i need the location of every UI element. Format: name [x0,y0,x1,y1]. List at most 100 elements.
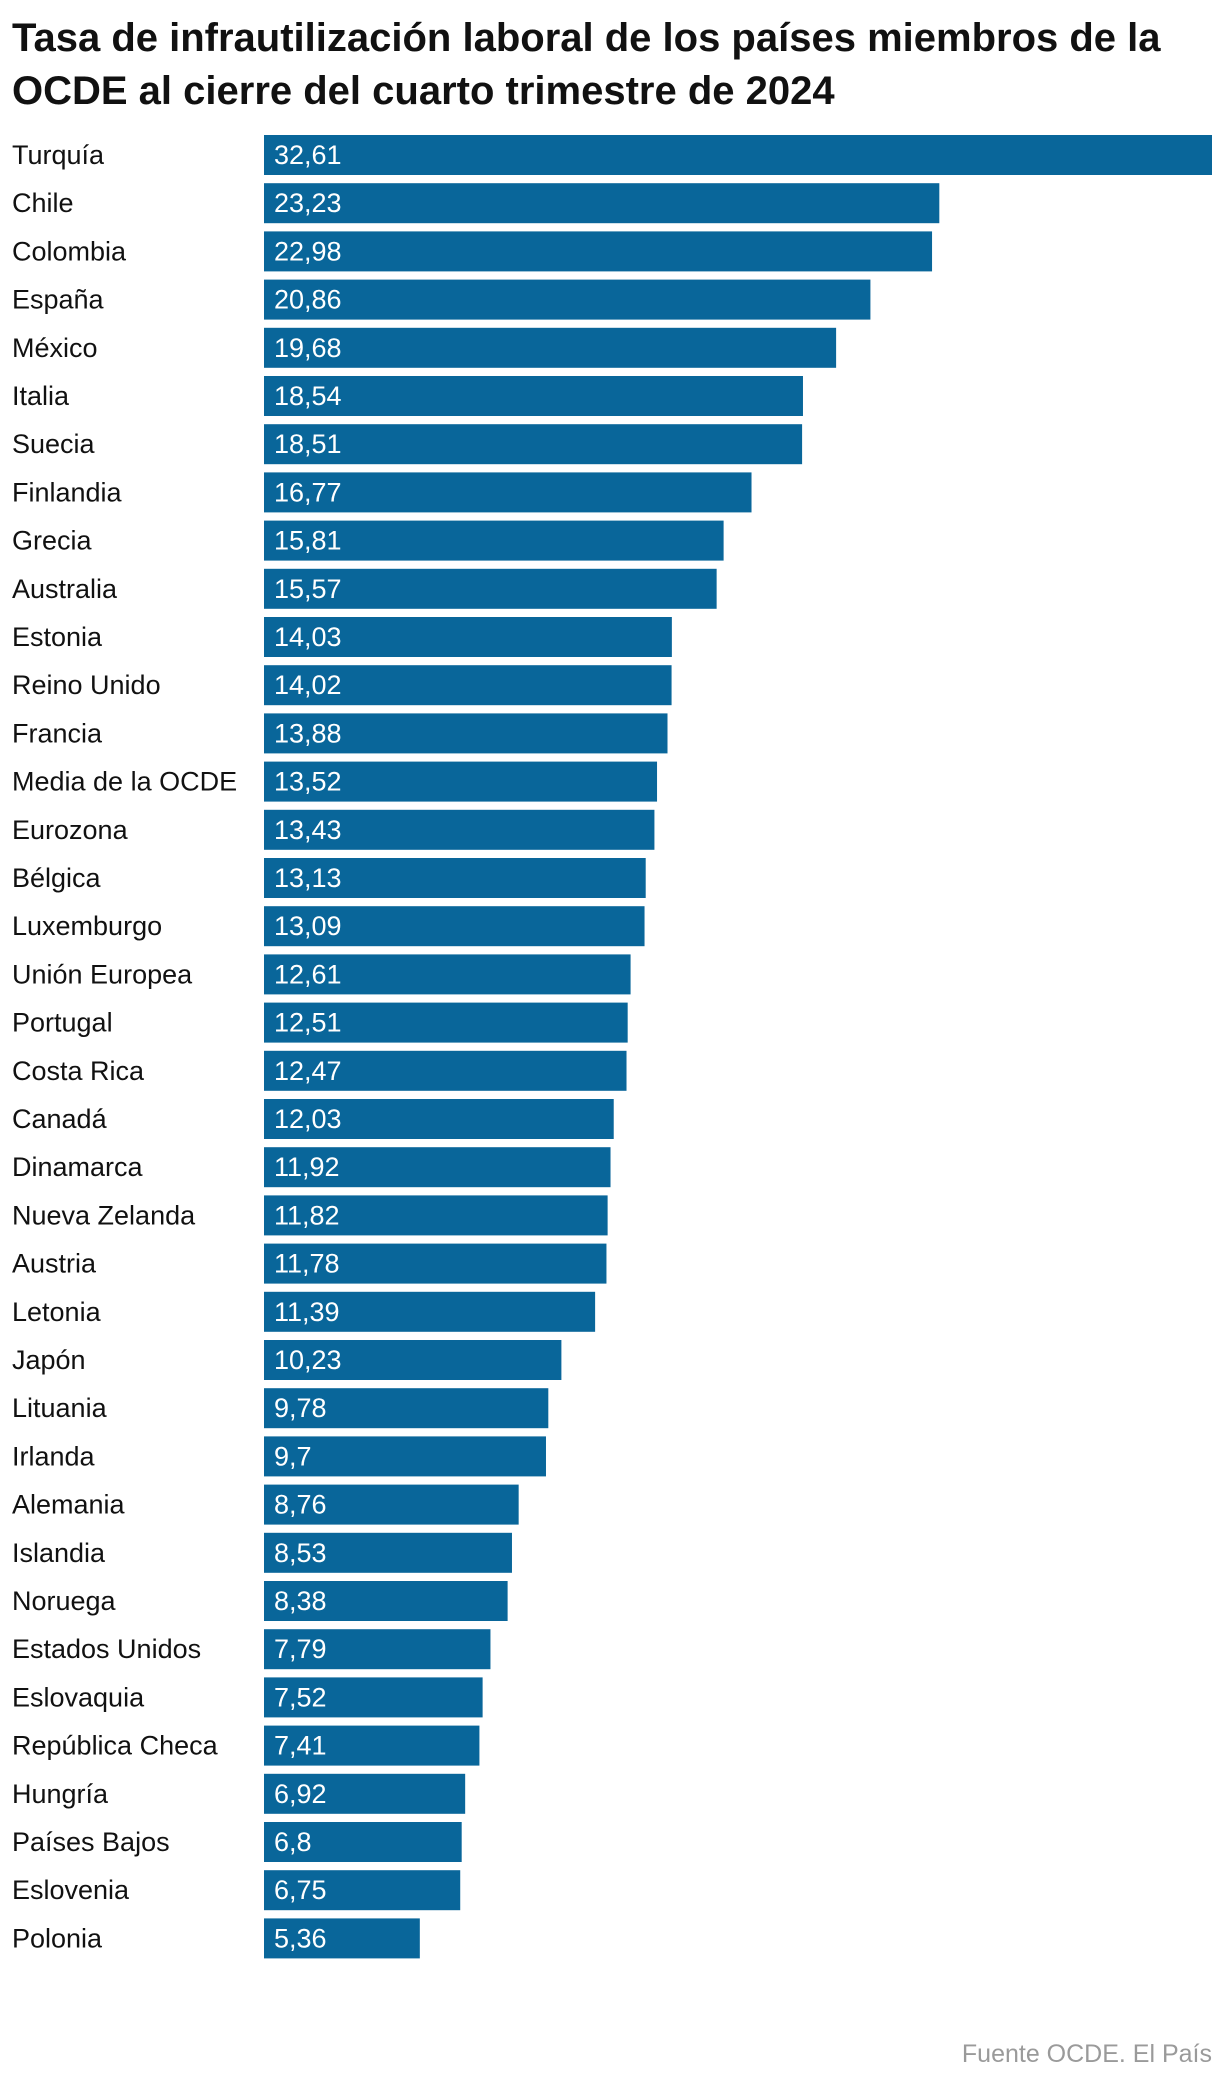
value-label: 20,86 [274,285,342,315]
value-label: 13,13 [274,863,342,893]
value-label: 6,92 [274,1779,327,1809]
chart-title: Tasa de infrautilización laboral de los … [12,16,1161,113]
bar [264,1629,491,1670]
category-label: Austria [12,1249,97,1279]
category-label: Finlandia [12,477,123,507]
category-label: Dinamarca [12,1152,144,1182]
value-label: 8,38 [274,1586,327,1616]
value-label: 19,68 [274,333,342,363]
bar [264,1147,611,1188]
bar [264,1484,519,1525]
bar [264,568,717,609]
category-label: Nueva Zelanda [12,1200,196,1230]
bar [264,1388,549,1429]
bar [264,1725,480,1766]
bar [264,1050,627,1091]
value-label: 15,81 [274,526,342,556]
category-label: Eurozona [12,815,129,845]
value-label: 6,75 [274,1875,327,1905]
category-label: Portugal [12,1008,113,1038]
bar [264,376,803,416]
bar [264,1532,512,1573]
bar [264,1291,596,1332]
category-label: Bélgica [12,863,102,893]
value-label: 12,61 [274,959,342,989]
category-label: Turquía [12,140,105,170]
bar [264,761,658,802]
value-label: 13,88 [274,718,342,748]
value-label: 32,61 [274,140,342,170]
category-label: Grecia [12,526,93,556]
category-label: Noruega [12,1586,117,1616]
value-label: 22,98 [274,236,342,266]
value-label: 7,52 [274,1682,327,1712]
bar [264,1099,614,1139]
value-label: 10,23 [274,1345,342,1375]
category-label: Japón [12,1345,86,1375]
bar [264,472,752,513]
value-label: 14,02 [274,670,342,700]
category-label: Irlanda [12,1441,96,1471]
category-label: Costa Rica [12,1056,145,1086]
value-label: 7,41 [274,1731,327,1761]
value-label: 5,36 [274,1923,327,1953]
value-label: 15,57 [274,574,342,604]
category-label: Chile [12,188,74,218]
bar [264,1243,607,1284]
bar [264,231,933,272]
bar [264,424,803,465]
bar [264,1195,608,1236]
category-label: Alemania [12,1490,126,1520]
category-label: Estonia [12,622,103,652]
bar [264,713,668,754]
category-label: Polonia [12,1923,103,1953]
bar [264,1436,546,1477]
category-label: Media de la OCDE [12,767,237,797]
bar [264,135,1212,175]
source-note: Fuente OCDE. El País [961,2040,1212,2068]
category-label: España [12,285,105,315]
category-label: Canadá [12,1104,108,1134]
value-label: 14,03 [274,622,342,652]
bar [264,1773,466,1814]
value-label: 9,78 [274,1393,327,1423]
value-label: 12,47 [274,1056,342,1086]
value-label: 13,09 [274,911,342,941]
category-label: República Checa [12,1731,219,1761]
value-label: 11,39 [274,1297,340,1327]
value-label: 13,52 [274,767,342,797]
bar [264,1340,562,1380]
category-label: Suecia [12,429,96,459]
category-label: Unión Europea [12,959,193,989]
category-label: México [12,333,98,363]
category-label: Reino Unido [12,670,161,700]
category-label: Colombia [12,236,127,266]
value-label: 16,77 [274,477,342,507]
value-label: 12,51 [274,1008,342,1038]
bar [264,954,631,995]
bar [264,183,940,224]
value-label: 18,54 [274,381,342,411]
bar [264,809,655,850]
value-label: 9,7 [274,1441,312,1471]
category-label: Eslovaquia [12,1682,145,1712]
bar [264,858,646,898]
category-label: Luxemburgo [12,911,162,941]
category-label: Hungría [12,1779,109,1809]
value-label: 11,92 [274,1152,340,1182]
category-label: Lituania [12,1393,108,1423]
value-label: 12,03 [274,1104,342,1134]
category-label: Italia [12,381,70,411]
bar [264,1870,461,1911]
bar [264,1918,420,1959]
category-label: Eslovenia [12,1875,130,1905]
bar [264,906,645,947]
bar [264,1002,628,1043]
value-label: 13,43 [274,815,342,845]
bar [264,1677,483,1718]
bar [264,1822,462,1862]
value-label: 11,82 [274,1200,340,1230]
value-label: 11,78 [274,1249,340,1279]
bar [264,617,672,657]
category-label: Islandia [12,1538,106,1568]
